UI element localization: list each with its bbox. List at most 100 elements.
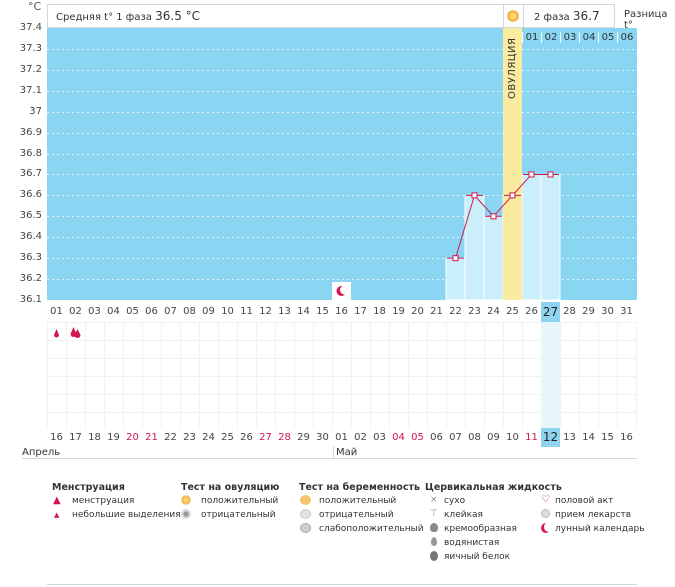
cycle-day-label: 01	[50, 306, 63, 317]
phase1-summary: Средняя t° 1 фаза 36.5 °C	[47, 4, 504, 28]
temperature-point[interactable]	[471, 192, 478, 199]
cycle-day-label: 07	[164, 306, 177, 317]
y-tick-label: 36.8	[19, 147, 42, 159]
date-label: 15	[601, 432, 614, 443]
legend-cervical-title: Цервикальная жидкость	[425, 482, 562, 493]
cycle-day-label: 21	[430, 306, 443, 317]
legend-dry: сухо	[444, 496, 466, 506]
legend-light: небольшие выделения	[72, 510, 181, 520]
creamy-icon	[430, 523, 438, 532]
phase1-value: 36.5 °C	[155, 9, 201, 23]
ovulation-column	[503, 28, 522, 300]
legend-moon: лунный календарь	[555, 524, 645, 534]
date-label: 29	[297, 432, 310, 443]
cycle-day-label: 10	[221, 306, 234, 317]
month-may: Май	[336, 447, 358, 458]
today-column	[541, 322, 560, 428]
temperature-bar[interactable]	[464, 194, 485, 300]
y-tick-label: 36.9	[19, 126, 42, 138]
heart-icon: ♡	[541, 494, 550, 505]
date-label: 23	[183, 432, 196, 443]
temperature-bar[interactable]	[445, 257, 466, 300]
phase2-day-label: 05	[598, 32, 617, 43]
pregtest-negative-icon	[300, 509, 311, 519]
date-label: 02	[354, 432, 367, 443]
cycle-day-label: 24	[487, 306, 500, 317]
bottom-divider	[47, 584, 637, 585]
temperature-point[interactable]	[490, 213, 497, 220]
cycle-day-label: 16	[335, 306, 348, 317]
phase1-label: Средняя t° 1 фаза	[56, 12, 152, 23]
temperature-point[interactable]	[528, 171, 535, 178]
cycle-day-label: 15	[316, 306, 329, 317]
y-tick-label: 37.4	[19, 22, 42, 33]
dry-icon: ×	[430, 495, 438, 505]
date-label: 27	[259, 432, 272, 443]
drop-small-icon[interactable]	[54, 329, 59, 338]
legend-ovtest-title: Тест на овуляцию	[181, 482, 280, 493]
cycle-day-label: 03	[88, 306, 101, 317]
cycle-day-label: 19	[392, 306, 405, 317]
temperature-bar[interactable]	[521, 173, 542, 300]
phase2-summary: 2 фаза 36.7 °C	[523, 4, 615, 47]
legend-medication: прием лекарств	[555, 510, 632, 520]
temperature-bar[interactable]	[540, 173, 561, 300]
legend-sticky: клейкая	[444, 510, 483, 520]
y-tick-label: 36.2	[19, 273, 42, 285]
date-label: 24	[202, 432, 215, 443]
cycle-day-label: 22	[449, 306, 462, 317]
temperature-point[interactable]	[509, 192, 516, 199]
ovtest-negative-icon	[181, 509, 191, 519]
cycle-day-label: 23	[468, 306, 481, 317]
cycle-day-label: 13	[278, 306, 291, 317]
y-tick-label: 36.5	[19, 210, 42, 222]
temperature-point[interactable]	[547, 171, 554, 178]
date-label: 16	[620, 432, 633, 443]
symptom-grid-svg	[47, 322, 637, 431]
month-divider	[333, 446, 334, 459]
ovtest-positive-icon	[181, 495, 191, 505]
drop-small-icon: ▲	[54, 511, 60, 519]
moon-marker-shadow	[340, 285, 349, 295]
diff-label: Разница t°	[624, 9, 668, 31]
date-label: 26	[240, 432, 253, 443]
temperature-bar[interactable]	[483, 215, 504, 300]
legend-eggwhite: яичный белок	[444, 552, 511, 562]
legend-pregtest-title: Тест на беременность	[299, 482, 420, 493]
sticky-icon: ⊤	[430, 509, 438, 519]
ovulation-header	[504, 4, 523, 28]
date-label: 14	[582, 432, 595, 443]
temperature-chart	[47, 28, 637, 300]
temperature-point[interactable]	[452, 255, 459, 262]
chart-svg	[47, 28, 637, 300]
y-tick-label: 37.2	[19, 63, 42, 75]
y-tick-label: 36.4	[19, 231, 42, 243]
cycle-day-label: 06	[145, 306, 158, 317]
date-label: 17	[69, 432, 82, 443]
y-tick-label: 37.1	[19, 84, 42, 96]
phase2-day-label: 06	[617, 32, 636, 43]
date-label: 13	[563, 432, 576, 443]
date-label: 20	[126, 432, 139, 443]
legend-pregtest-weak: слабоположительный	[319, 524, 424, 534]
phase2-day-label: 01	[522, 32, 541, 43]
date-label: 12	[541, 428, 560, 447]
ovulation-sun-icon	[507, 10, 519, 22]
cycle-day-label: 30	[601, 306, 614, 317]
cycle-day-label: 17	[354, 306, 367, 317]
symptom-grid[interactable]	[47, 322, 637, 431]
cycle-day-label: 02	[69, 306, 82, 317]
date-label: 22	[164, 432, 177, 443]
cycle-day-label: 12	[259, 306, 272, 317]
y-unit-label: °C	[28, 0, 42, 13]
legend-pregtest-negative: отрицательный	[319, 510, 394, 520]
cycle-day-label: 31	[620, 306, 633, 317]
legend-watery: водянистая	[444, 538, 500, 548]
legend-creamy: кремообразная	[444, 524, 517, 534]
cycle-day-label: 20	[411, 306, 424, 317]
drop-large-icon[interactable]	[74, 329, 81, 338]
cycle-day-label: 14	[297, 306, 310, 317]
legend-pregtest-positive: положительный	[319, 496, 397, 506]
date-label: 21	[145, 432, 158, 443]
watery-icon	[431, 537, 437, 546]
